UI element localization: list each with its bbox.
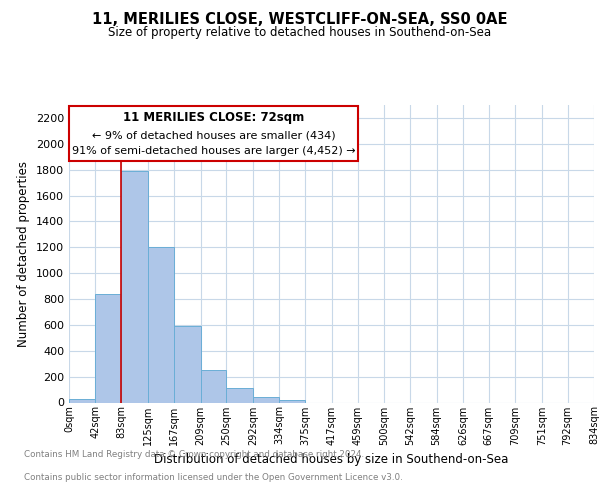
Bar xyxy=(279,400,305,402)
Bar xyxy=(95,294,121,403)
Text: 11 MERILIES CLOSE: 72sqm: 11 MERILIES CLOSE: 72sqm xyxy=(123,111,304,124)
Bar xyxy=(121,171,148,402)
Text: Contains HM Land Registry data © Crown copyright and database right 2024.: Contains HM Land Registry data © Crown c… xyxy=(24,450,364,459)
Text: Size of property relative to detached houses in Southend-on-Sea: Size of property relative to detached ho… xyxy=(109,26,491,39)
Bar xyxy=(174,326,200,402)
Bar xyxy=(148,248,174,402)
X-axis label: Distribution of detached houses by size in Southend-on-Sea: Distribution of detached houses by size … xyxy=(154,453,509,466)
Text: 11, MERILIES CLOSE, WESTCLIFF-ON-SEA, SS0 0AE: 11, MERILIES CLOSE, WESTCLIFF-ON-SEA, SS… xyxy=(92,12,508,28)
Text: ← 9% of detached houses are smaller (434): ← 9% of detached houses are smaller (434… xyxy=(92,131,335,141)
Bar xyxy=(69,400,95,402)
Bar xyxy=(226,388,253,402)
Text: Contains public sector information licensed under the Open Government Licence v3: Contains public sector information licen… xyxy=(24,472,403,482)
Bar xyxy=(253,398,279,402)
Text: 91% of semi-detached houses are larger (4,452) →: 91% of semi-detached houses are larger (… xyxy=(71,146,355,156)
Y-axis label: Number of detached properties: Number of detached properties xyxy=(17,161,31,347)
Bar xyxy=(69,106,358,160)
Bar xyxy=(200,370,226,402)
